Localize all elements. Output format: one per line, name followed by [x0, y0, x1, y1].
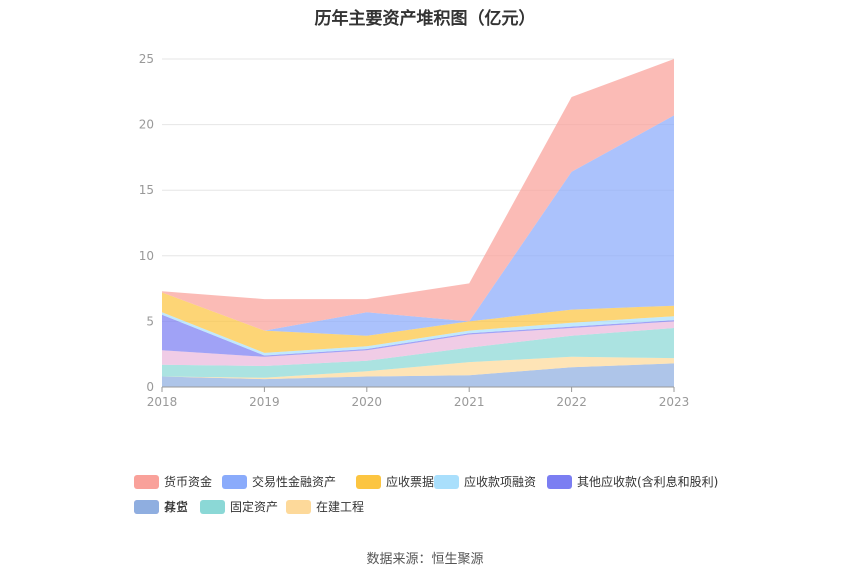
area-货币资金 — [162, 59, 674, 331]
area-固定资产 — [162, 328, 674, 378]
legend-label: 存货 — [164, 500, 189, 514]
x-tick-label: 2020 — [352, 395, 383, 409]
legend-swatch — [547, 474, 572, 489]
area-存货 — [162, 321, 674, 366]
legend-label: 固定资产 — [230, 500, 279, 514]
legend-label: 货币资金 — [164, 475, 213, 489]
area-在建工程 — [162, 356, 674, 380]
legend-swatch — [134, 474, 159, 489]
area-其他应收款(含利息和股利) — [162, 314, 674, 357]
legend-swatch — [200, 499, 225, 514]
area-layer — [162, 59, 674, 387]
legend-label: 其它 — [164, 500, 189, 514]
legend-swatch — [134, 499, 159, 514]
area-交易性金融资产 — [162, 115, 674, 336]
source-note: 数据来源：恒生聚源 — [366, 552, 484, 567]
x-tick-label: 2018 — [147, 395, 178, 409]
legend-swatch — [286, 499, 311, 514]
area-应收票据 — [162, 292, 674, 353]
legend-label: 应收款项融资 — [464, 475, 537, 489]
x-tick-label: 2021 — [454, 395, 485, 409]
legend-item[interactable]: 其他应收款(含利息和股利) — [547, 473, 718, 490]
x-tick-label: 2023 — [659, 395, 690, 409]
legend-item[interactable]: 其它 — [134, 498, 188, 515]
y-tick-label: 5 — [146, 314, 154, 328]
chart-title: 历年主要资产堆积图（亿元） — [314, 9, 536, 29]
legend-item[interactable]: 交易性金融资产 — [222, 473, 336, 490]
axis-layer: 0 5 10 15 20 25 2018 2019 2020 2021 2022 2023 — [139, 52, 690, 409]
legend-item[interactable]: 货币资金 — [134, 473, 212, 490]
y-tick-label: 25 — [139, 52, 154, 66]
legend-swatch — [222, 474, 247, 489]
x-tick-label: 2019 — [249, 395, 280, 409]
legend-item[interactable]: 应收款项融资 — [434, 473, 536, 490]
legend-item[interactable]: 在建工程 — [286, 498, 364, 515]
x-tick-label: 2022 — [556, 395, 587, 409]
legend-item[interactable]: 固定资产 — [200, 498, 278, 515]
legend-swatch — [434, 474, 459, 489]
y-tick-label: 10 — [139, 249, 154, 263]
legend-label: 在建工程 — [316, 500, 365, 514]
legend-label: 交易性金融资产 — [252, 475, 337, 489]
y-tick-label: 20 — [139, 118, 154, 132]
legend-label: 应收票据 — [386, 475, 435, 489]
legend-item[interactable]: 应收票据 — [356, 473, 434, 490]
legend-label: 其他应收款(含利息和股利) — [577, 475, 719, 489]
legend-swatch — [356, 474, 381, 489]
y-tick-label: 15 — [139, 183, 154, 197]
area-其它 — [162, 363, 674, 387]
y-tick-label: 0 — [146, 380, 154, 394]
